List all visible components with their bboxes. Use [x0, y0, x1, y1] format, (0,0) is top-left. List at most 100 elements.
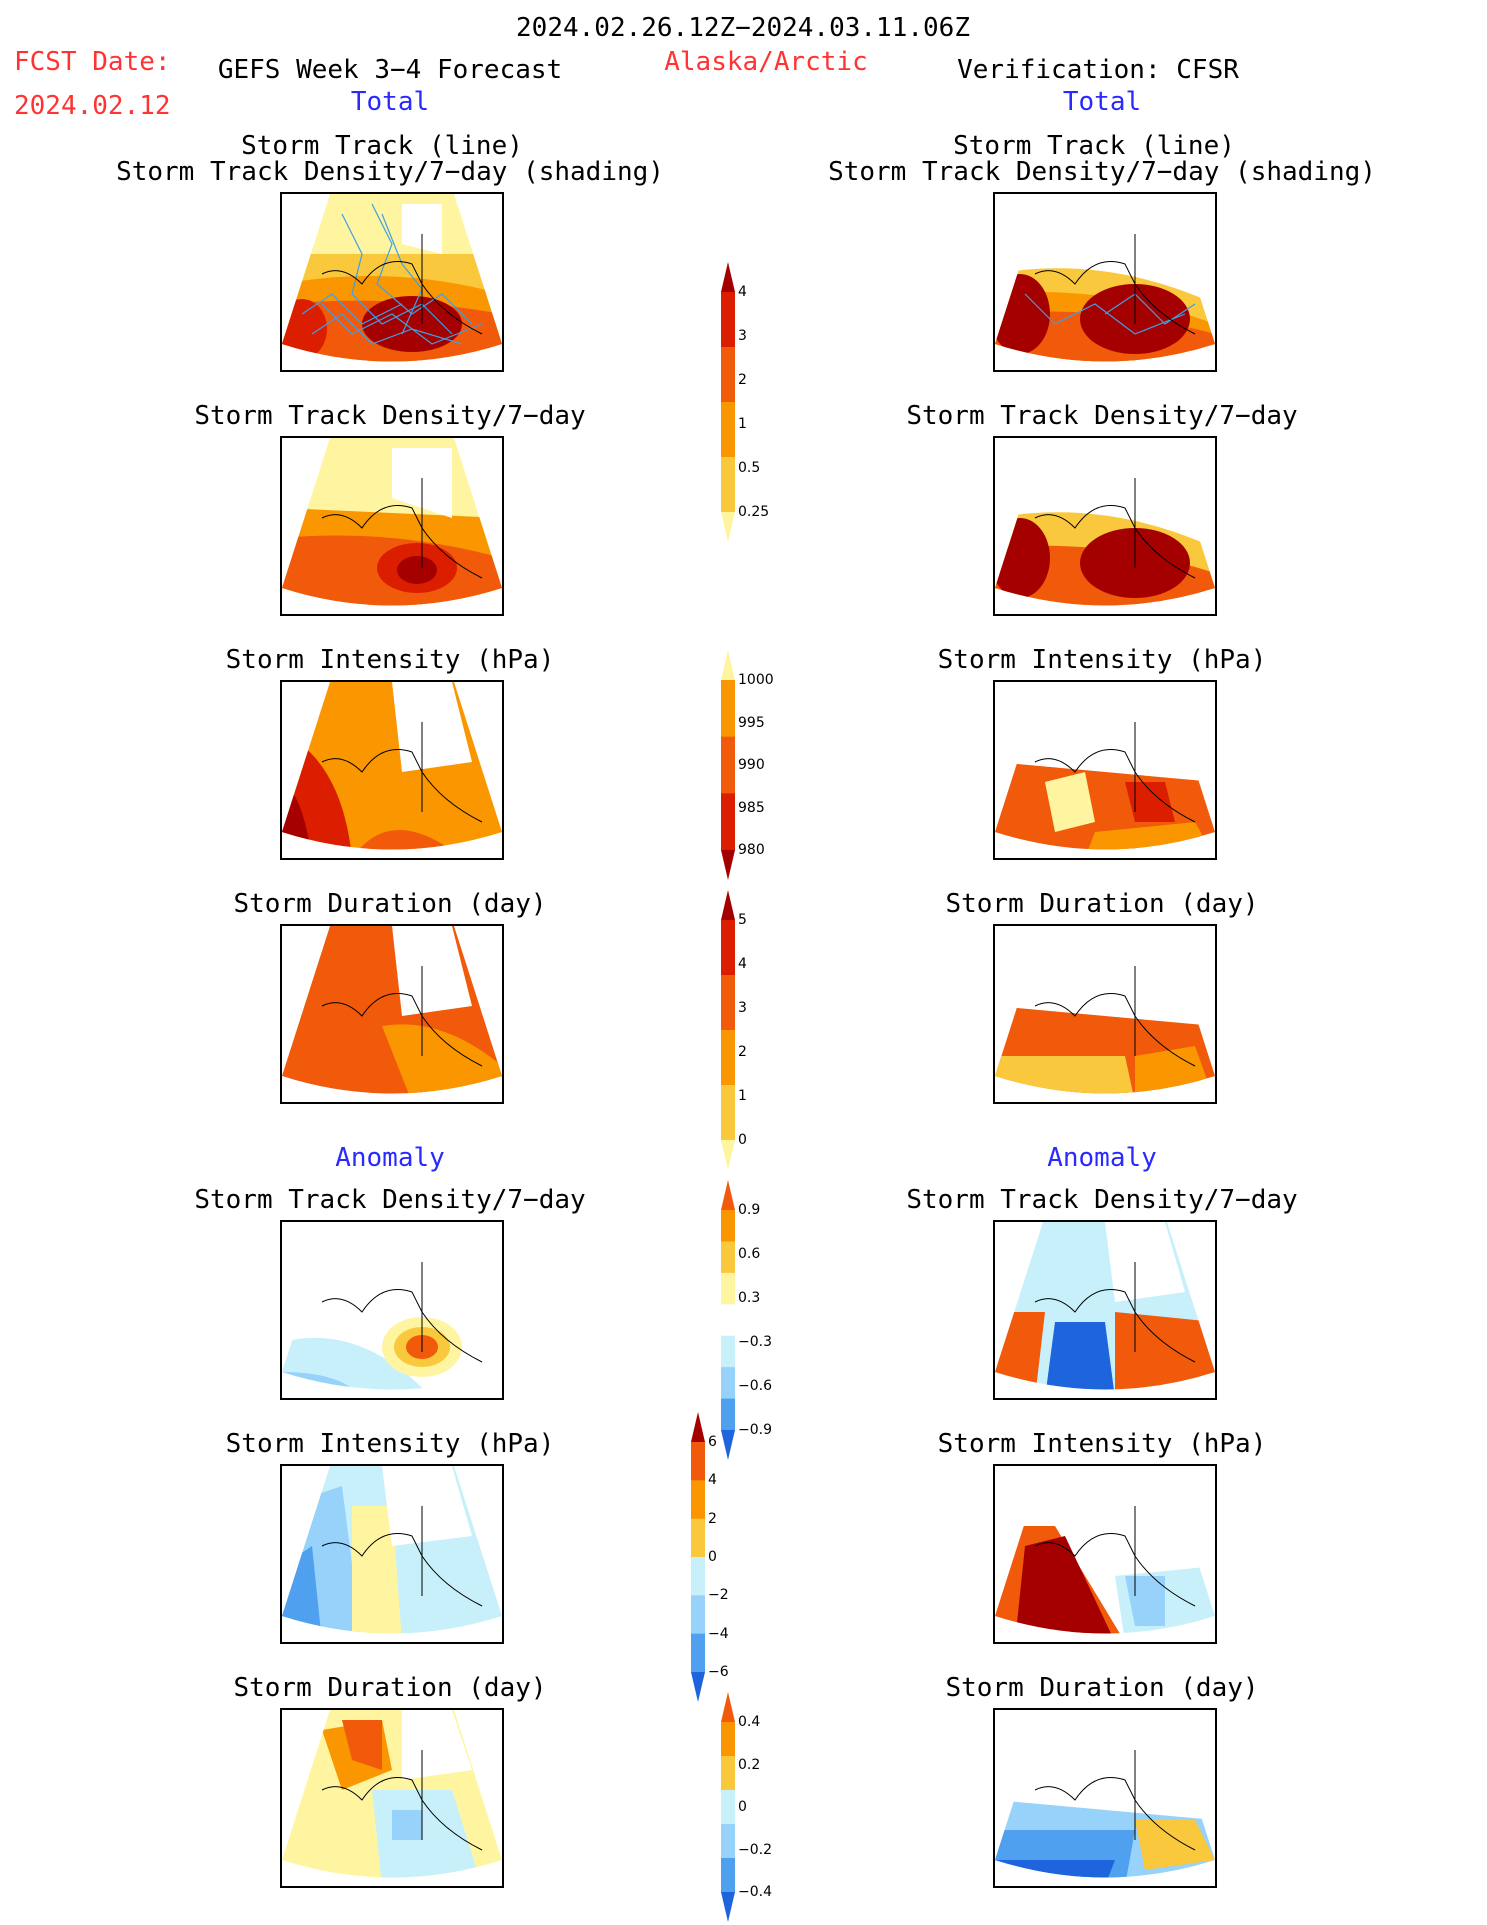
title-track-shading-right: Storm Track Density/7−day (shading): [828, 157, 1376, 187]
colorbar-duration-anomaly-segment: [721, 1858, 735, 1893]
colorbar-duration-cap-bottom: [721, 1140, 735, 1170]
map-track-left: [280, 192, 504, 372]
map-duration-anom-right: [993, 1708, 1217, 1888]
colorbar-density-tick: 0.5: [738, 460, 761, 476]
colorbar-density-cap-bottom: [721, 512, 735, 542]
colorbar-intensity-anomaly-tick: −2: [708, 1587, 729, 1604]
model-title: GEFS Week 3−4 Forecast: [217, 55, 563, 85]
colorbar-duration-segment: [721, 1030, 735, 1086]
colorbar-intensity-cap-bottom: [721, 850, 735, 880]
colorbar-density-tick: 2: [738, 372, 747, 388]
colorbar-density-anomaly-bar: [721, 1180, 735, 1460]
colorbar-intensity-cap-top: [721, 650, 735, 680]
section-total-right: Total: [1062, 87, 1142, 117]
colorbar-density-segment: [721, 457, 735, 513]
colorbar-density-anomaly-segment: [721, 1241, 735, 1274]
colorbar-intensity-anomaly-segment: [691, 1480, 705, 1520]
colorbar-intensity-segment: [721, 736, 735, 794]
colorbar-duration-anomaly-tick: −0.2: [738, 1841, 772, 1858]
colorbar-duration-anomaly-tick: 0: [738, 1799, 747, 1815]
colorbar-intensity-segment: [721, 793, 735, 851]
colorbar-density-anomaly-segment: [721, 1304, 735, 1337]
colorbar-duration-anomaly-segment: [721, 1722, 735, 1757]
coastline: [321, 234, 483, 335]
colorbar-duration-anomaly-segment: [721, 1790, 735, 1825]
colorbar-density-cap-top: [721, 262, 735, 292]
colorbar-density-anomaly-tick: −0.3: [738, 1334, 772, 1350]
map-density-anom-right: [993, 1220, 1217, 1400]
colorbar-density-anomaly-segment: [721, 1398, 735, 1431]
colorbar-duration-cap-top: [721, 890, 735, 920]
colorbar-intensity-anomaly-tick: 6: [708, 1434, 717, 1450]
colorbar-intensity-anomaly-bar: [691, 1412, 705, 1702]
storm-tracks: [301, 203, 483, 345]
colorbar-density-bar: [721, 262, 735, 542]
title-density-anom-left: Storm Track Density/7−day: [194, 1185, 586, 1215]
verification-title: Verification: CFSR: [957, 55, 1239, 85]
title-track-shading-left: Storm Track Density/7−day (shading): [116, 157, 664, 187]
colorbar-intensity-tick: 980: [738, 842, 765, 858]
map-duration-anom-left: [280, 1708, 504, 1888]
map-density-anom-left: [280, 1220, 504, 1400]
colorbar-density-anomaly-cap-top: [721, 1180, 735, 1210]
colorbar-intensity-segment: [721, 680, 735, 738]
colorbar-density-tick: 4: [738, 284, 747, 300]
colorbar-intensity-anomaly-tick: −4: [708, 1625, 729, 1642]
colorbar-duration-tick: 5: [738, 912, 747, 928]
colorbar-intensity-tick: 990: [738, 757, 765, 773]
title-duration-anom-right: Storm Duration (day): [945, 1673, 1259, 1703]
colorbar-density-anomaly-cap-bottom: [721, 1430, 735, 1460]
title-density-right: Storm Track Density/7−day: [906, 401, 1298, 431]
colorbar-intensity-anomaly-cap-bottom: [691, 1672, 705, 1702]
map-track-right: [993, 192, 1217, 372]
section-anomaly-right: Anomaly: [1047, 1143, 1157, 1173]
colorbar-intensity-anomaly-tick: 0: [708, 1549, 717, 1565]
section-anomaly-left: Anomaly: [335, 1143, 445, 1173]
title-density-left: Storm Track Density/7−day: [194, 401, 586, 431]
colorbar-intensity-anomaly-segment: [691, 1595, 705, 1635]
colorbar-intensity-anomaly-segment: [691, 1557, 705, 1596]
colorbar-duration-tick: 3: [738, 1000, 747, 1016]
colorbar-duration-anomaly-tick: 0.2: [738, 1756, 761, 1773]
colorbar-duration-anomaly-segment: [721, 1756, 735, 1791]
map-density-right: [993, 436, 1217, 616]
title-track-line-left: Storm Track (line): [241, 131, 523, 161]
title-duration-left: Storm Duration (day): [233, 889, 547, 919]
title-track-line-right: Storm Track (line): [953, 131, 1235, 161]
colorbar-density-anomaly-tick: 0.6: [738, 1246, 761, 1262]
colorbar-duration-segment: [721, 975, 735, 1031]
fcst-date-value: 2024.02.12: [14, 91, 171, 121]
colorbar-duration-tick: 1: [738, 1088, 747, 1104]
colorbar-density-segment: [721, 402, 735, 458]
colorbar-density-anomaly-segment: [721, 1210, 735, 1242]
colorbar-intensity-anomaly-tick: −6: [708, 1664, 729, 1680]
colorbar-intensity-tick: 985: [738, 799, 765, 816]
colorbar-density-anomaly-tick: 0.9: [738, 1202, 761, 1218]
colorbar-density-anomaly-tick: −0.6: [738, 1378, 772, 1394]
title-intensity-right: Storm Intensity (hPa): [937, 645, 1267, 675]
colorbar-intensity-bar: [721, 650, 735, 880]
colorbar-density-anomaly-segment: [721, 1367, 735, 1400]
colorbar-density-tick: 0.25: [738, 504, 770, 520]
colorbar-duration-anomaly-segment: [721, 1824, 735, 1859]
colorbar-duration-anomaly-cap-top: [721, 1692, 735, 1722]
colorbar-density-anomaly-segment: [721, 1335, 735, 1368]
colorbar-duration-anomaly-cap-bottom: [721, 1892, 735, 1922]
colorbar-duration-anomaly-bar: [721, 1692, 735, 1922]
map-intensity-anom-right: [993, 1464, 1217, 1644]
title-intensity-anom-right: Storm Intensity (hPa): [937, 1429, 1267, 1459]
fcst-date-label: FCST Date:: [14, 47, 171, 77]
section-total-left: Total: [350, 87, 430, 117]
colorbar-duration-segment: [721, 920, 735, 976]
colorbar-duration-anomaly-tick: −0.4: [738, 1884, 772, 1900]
colorbar-density-anomaly-tick: −0.9: [738, 1422, 772, 1438]
map-intensity-left: [280, 680, 504, 860]
colorbar-intensity-tick: 1000: [738, 672, 774, 688]
colorbar-density-segment: [721, 347, 735, 403]
colorbar-density-anomaly-tick: 0.3: [738, 1290, 761, 1306]
colorbar-intensity-anomaly-segment: [691, 1633, 705, 1673]
region-title: Alaska/Arctic: [664, 47, 868, 77]
colorbar-duration-anomaly-tick: 0.4: [738, 1714, 761, 1730]
title-duration-right: Storm Duration (day): [945, 889, 1259, 919]
map-density-left: [280, 436, 504, 616]
